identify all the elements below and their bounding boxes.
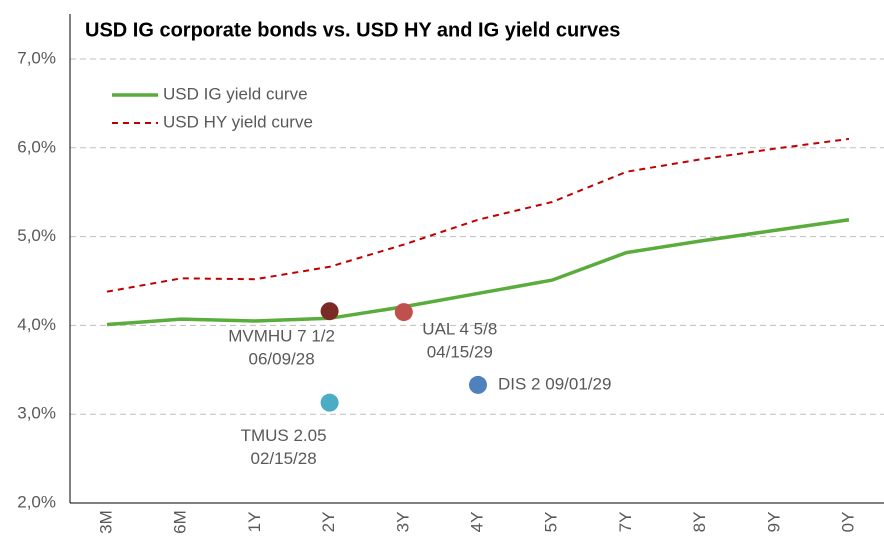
point-label: 04/15/29 — [427, 343, 493, 362]
point-label: 02/15/28 — [251, 449, 317, 468]
point-label: UAL 4 5/8 — [422, 320, 497, 339]
x-tick-label: 7Y — [616, 512, 635, 533]
x-tick-label: 3Y — [393, 512, 412, 533]
scatter-point — [320, 393, 339, 412]
x-tick-label: 3M — [96, 510, 115, 534]
x-tick-label: 1Y — [245, 512, 264, 533]
legend-label: USD IG yield curve — [163, 84, 308, 103]
point-label: DIS 2 09/01/29 — [498, 374, 611, 393]
scatter-point — [320, 302, 339, 321]
x-tick-label: 6M — [171, 510, 190, 534]
x-tick-label: 5Y — [542, 512, 561, 533]
point-label: MVMHU 7 1/2 — [228, 327, 335, 346]
x-tick-label: 2Y — [319, 512, 338, 533]
y-tick-label: 3,0% — [17, 404, 56, 423]
x-tick-label: 0Y — [838, 512, 857, 533]
legend-label: USD HY yield curve — [163, 112, 313, 131]
y-tick-label: 5,0% — [17, 226, 56, 245]
x-tick-label: 8Y — [690, 512, 709, 533]
point-label: 06/09/28 — [249, 350, 315, 369]
series-line — [106, 217, 850, 327]
y-tick-label: 4,0% — [17, 315, 56, 334]
series-line — [106, 137, 850, 293]
y-tick-label: 6,0% — [17, 137, 56, 156]
x-tick-label: 9Y — [764, 512, 783, 533]
y-tick-label: 2,0% — [17, 492, 56, 511]
scatter-point — [394, 303, 413, 322]
point-label: TMUS 2.05 — [241, 426, 327, 445]
scatter-point — [469, 375, 487, 394]
x-tick-label: 4Y — [467, 512, 486, 533]
chart-title: USD IG corporate bonds vs. USD HY and IG… — [85, 19, 620, 41]
y-tick-label: 7,0% — [17, 48, 56, 67]
